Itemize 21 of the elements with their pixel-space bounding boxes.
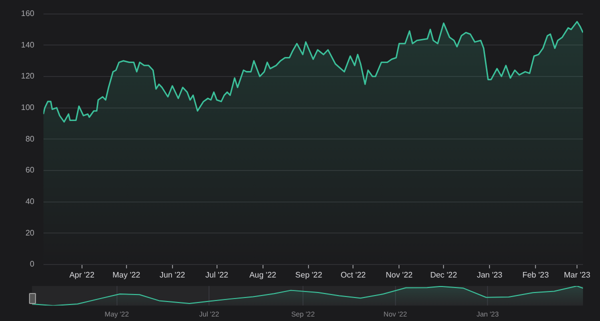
x-tick-label: Apr '22 (69, 270, 95, 280)
y-tick-label: 80 (25, 134, 35, 144)
x-tick-label: Sep '22 (295, 270, 323, 280)
y-tick-label: 40 (25, 196, 35, 206)
x-tick-label: Jan '23 (476, 270, 503, 280)
y-tick-label: 100 (20, 102, 35, 112)
y-tick-label: 20 (25, 228, 35, 238)
x-tick-label: Jun '22 (160, 270, 186, 280)
x-tick-label: Dec '22 (430, 270, 458, 280)
y-tick-label: 0 (30, 260, 35, 269)
y-tick-label: 140 (20, 40, 35, 50)
x-tick-label: May '22 (112, 270, 141, 280)
y-tick-label: 60 (25, 166, 35, 175)
x-tick-label: Jul '22 (205, 270, 229, 280)
x-tick-label: Mar '23 (564, 270, 591, 280)
x-tick-label: Nov '22 (386, 270, 414, 280)
x-tick-label: Feb '23 (522, 270, 550, 280)
y-tick-label: 120 (20, 72, 35, 81)
x-tick-label: Aug '22 (249, 270, 277, 280)
y-tick-label: 160 (20, 9, 35, 18)
x-tick-label: Oct '22 (340, 270, 366, 280)
